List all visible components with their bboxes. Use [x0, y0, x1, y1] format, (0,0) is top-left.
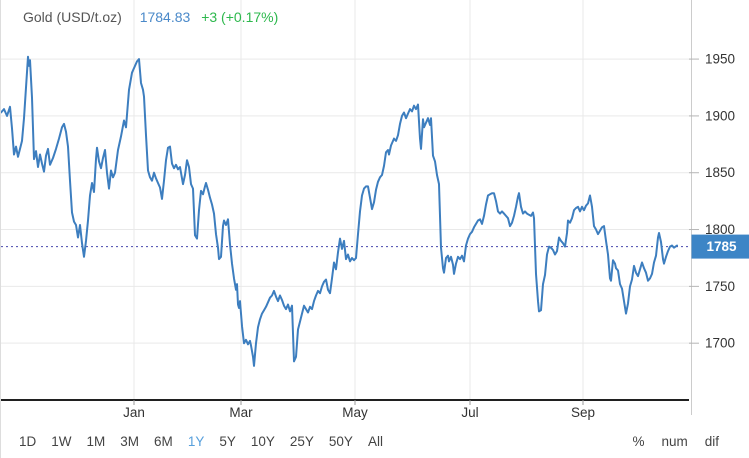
chart-header: Gold (USD/t.oz) 1784.83 +3 (+0.17%): [23, 9, 278, 25]
y-axis-label: 1700: [705, 336, 735, 351]
price-line: [1, 55, 678, 367]
current-price-badge-label: 1785: [706, 239, 737, 254]
range-button-1m[interactable]: 1M: [86, 433, 106, 449]
x-axis-label: Mar: [229, 405, 253, 420]
price-chart[interactable]: 1700 1750 1800 1850 1900 1950 Jan Mar May Jul Sep 1…: [1, 0, 749, 424]
mode-button-num[interactable]: num: [661, 433, 688, 449]
range-button-50y[interactable]: 50Y: [328, 433, 353, 449]
current-price-badge: [691, 234, 749, 259]
y-axis-label: 1850: [705, 165, 735, 180]
y-axis-label: 1900: [705, 108, 735, 123]
range-button-1d[interactable]: 1D: [19, 433, 37, 449]
x-axis-label: Sep: [571, 405, 595, 420]
last-price-value: 1784.83: [139, 9, 191, 25]
range-selector: 1D 1W 1M 3M 6M 1Y 5Y 10Y 25Y 50Y All: [1, 434, 383, 449]
x-axis-label: Jan: [123, 405, 145, 420]
y-axis-label: 1950: [705, 52, 735, 67]
range-button-3m[interactable]: 3M: [120, 433, 140, 449]
range-button-10y[interactable]: 10Y: [250, 433, 275, 449]
range-button-1w[interactable]: 1W: [51, 433, 72, 449]
y-axis-label: 1800: [705, 222, 735, 237]
y-axis-label: 1750: [705, 279, 735, 294]
x-axis-label: May: [342, 405, 368, 420]
range-button-25y[interactable]: 25Y: [289, 433, 314, 449]
mode-button-dif[interactable]: dif: [704, 433, 719, 449]
range-button-all[interactable]: All: [367, 433, 383, 449]
mode-selector: % num dif: [632, 434, 749, 449]
x-axis-label: Jul: [461, 405, 478, 420]
range-button-1y[interactable]: 1Y: [187, 433, 205, 449]
range-button-5y[interactable]: 5Y: [219, 433, 236, 449]
range-button-6m[interactable]: 6M: [154, 433, 173, 449]
mode-button-percent[interactable]: %: [632, 433, 645, 449]
chart-toolbar: 1D 1W 1M 3M 6M 1Y 5Y 10Y 25Y 50Y All % num dif: [1, 424, 749, 458]
instrument-title: Gold (USD/t.oz): [23, 9, 122, 25]
price-change: +3 (+0.17%): [201, 9, 279, 25]
